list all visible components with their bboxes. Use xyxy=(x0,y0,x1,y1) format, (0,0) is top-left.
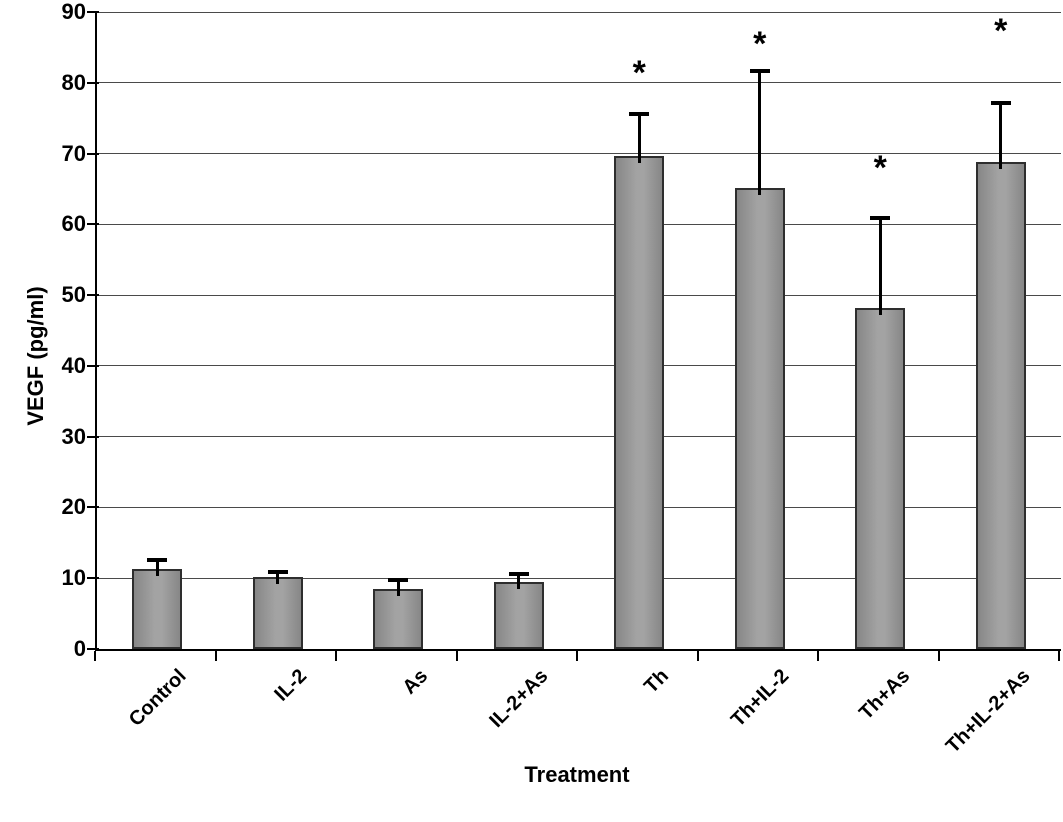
error-cap-Th+IL-2 xyxy=(749,69,770,74)
y-tick-70 xyxy=(87,152,99,155)
error-bar-Th+IL-2 xyxy=(758,70,762,196)
error-bar-IL-2 xyxy=(276,571,280,584)
error-cap-Th+IL-2+As xyxy=(990,100,1011,105)
y-tick-label-30: 30 xyxy=(61,423,86,449)
y-tick-label-60: 60 xyxy=(61,211,86,237)
gridline-10 xyxy=(97,577,1061,579)
x-tick-8 xyxy=(1058,651,1060,661)
gridline-70 xyxy=(97,153,1061,155)
y-tick-label-80: 80 xyxy=(61,69,86,95)
error-cap-Th+As xyxy=(870,216,891,221)
x-tick-4 xyxy=(576,651,578,661)
y-tick-40 xyxy=(87,364,99,367)
x-category-label-IL-2+As: IL-2+As xyxy=(485,665,553,733)
bar-Th xyxy=(614,156,665,649)
error-bar-As xyxy=(396,578,400,596)
y-tick-label-10: 10 xyxy=(61,565,86,591)
significance-marker-Th+IL-2: * xyxy=(753,25,767,64)
gridline-80 xyxy=(97,82,1061,84)
x-tick-5 xyxy=(696,651,699,661)
y-tick-label-50: 50 xyxy=(61,282,86,308)
bar-Control xyxy=(132,569,183,649)
gridline-40 xyxy=(97,365,1061,367)
x-tick-3 xyxy=(455,651,458,661)
x-tick-1 xyxy=(214,651,217,661)
error-bar-Control xyxy=(155,559,159,577)
error-cap-Control xyxy=(147,558,168,563)
x-category-label-Control: Control xyxy=(124,665,191,731)
error-cap-Th xyxy=(629,112,650,117)
y-tick-label-0: 0 xyxy=(73,636,86,661)
bar-Th+IL-2 xyxy=(734,188,785,649)
significance-marker-Th+IL-2+As: * xyxy=(994,12,1008,51)
significance-marker-Th: * xyxy=(632,54,646,93)
x-tick-0 xyxy=(94,651,96,661)
gridline-50 xyxy=(97,294,1061,296)
y-tick-label-70: 70 xyxy=(61,140,86,166)
y-tick-10 xyxy=(87,577,99,580)
gridline-90 xyxy=(97,11,1061,13)
gridline-30 xyxy=(97,436,1061,438)
bar-Th+IL-2+As xyxy=(975,162,1026,649)
error-bar-Th+IL-2+As xyxy=(999,101,1003,170)
y-tick-0 xyxy=(87,648,99,650)
plot-area: * * * * xyxy=(95,11,1061,651)
error-cap-IL-2+As xyxy=(508,572,529,577)
error-bar-Th xyxy=(637,113,641,164)
error-bar-IL-2+As xyxy=(517,573,521,589)
x-tick-2 xyxy=(335,651,337,661)
error-cap-IL-2 xyxy=(267,570,288,575)
bar-IL-2+As xyxy=(493,581,544,649)
x-category-label-Th+IL-2+As: Th+IL-2+As xyxy=(941,665,1035,758)
y-tick-label-20: 20 xyxy=(61,494,86,520)
gridline-20 xyxy=(97,506,1061,508)
bar-As xyxy=(373,588,424,649)
bar-IL-2 xyxy=(252,576,303,649)
x-axis-title: Treatment xyxy=(524,762,630,787)
y-tick-20 xyxy=(87,506,99,509)
error-cap-As xyxy=(388,577,409,582)
gridline-60 xyxy=(97,223,1061,225)
y-tick-30 xyxy=(87,435,99,438)
x-category-label-Th: Th xyxy=(639,665,673,698)
significance-marker-Th+As: * xyxy=(873,149,887,187)
x-tick-7 xyxy=(937,651,940,661)
y-tick-90 xyxy=(87,11,99,13)
x-category-label-As: As xyxy=(398,665,432,699)
x-category-label-Th+IL-2: Th+IL-2 xyxy=(727,665,794,732)
error-bar-Th+As xyxy=(878,217,882,315)
y-tick-label-40: 40 xyxy=(61,352,86,378)
y-tick-80 xyxy=(87,81,99,84)
x-category-label-IL-2: IL-2 xyxy=(270,665,312,706)
y-tick-60 xyxy=(87,223,99,226)
y-tick-label-90: 90 xyxy=(61,0,86,24)
bar-Th+As xyxy=(855,307,906,649)
x-tick-6 xyxy=(817,651,819,661)
x-category-label-Th+As: Th+As xyxy=(854,665,914,725)
y-tick-50 xyxy=(87,294,99,297)
